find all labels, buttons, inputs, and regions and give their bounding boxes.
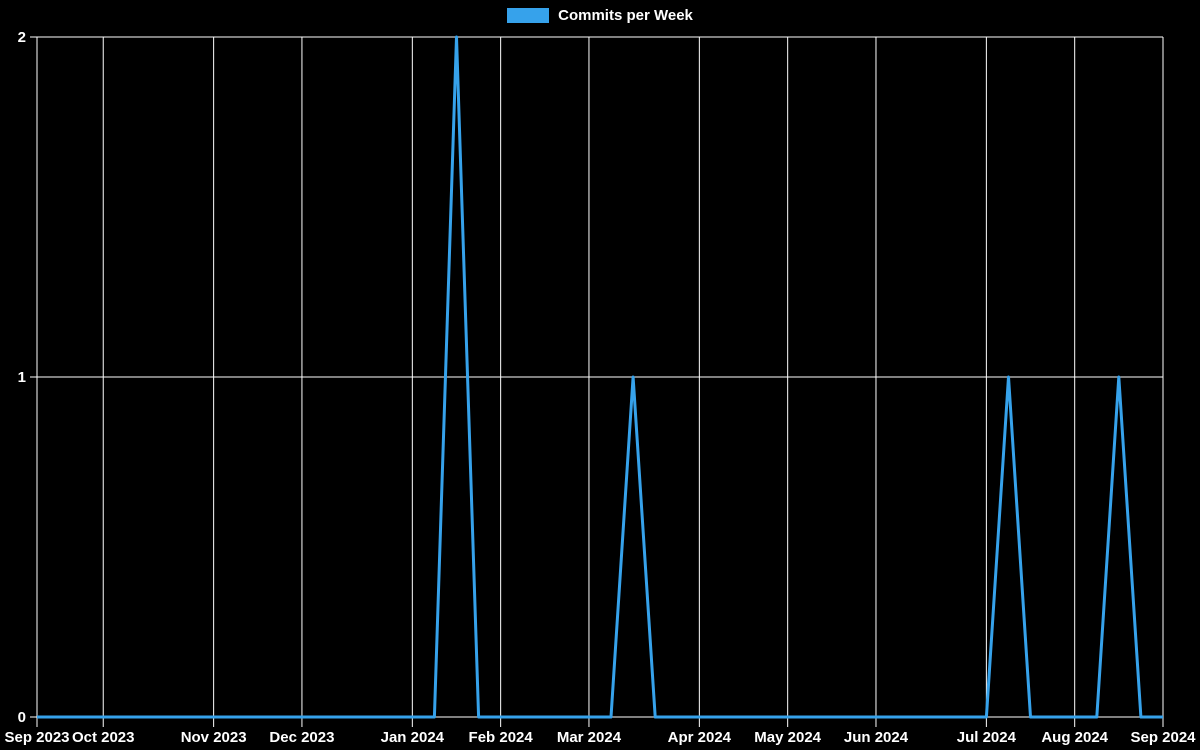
legend-swatch <box>507 8 550 23</box>
series-line-commits-per-week <box>37 35 1163 719</box>
x-axis-tick-label: Sep 2024 <box>1130 729 1196 746</box>
x-axis-tick-label: Jun 2024 <box>844 729 909 746</box>
x-axis-tick-label: May 2024 <box>754 729 821 746</box>
x-axis-tick-label: Sep 2023 <box>4 729 69 746</box>
x-axis-tick-label: Dec 2023 <box>269 729 334 746</box>
x-axis-tick-label: Oct 2023 <box>72 729 135 746</box>
chart-legend: Commits per Week <box>0 8 1200 23</box>
y-axis-tick-label: 2 <box>18 29 26 46</box>
y-axis-tick-label: 0 <box>18 709 26 726</box>
x-axis-tick-label: Feb 2024 <box>469 729 534 746</box>
legend-item-commits[interactable]: Commits per Week <box>507 8 693 23</box>
x-axis-tick-label: Aug 2024 <box>1041 729 1108 746</box>
x-axis-tick-label: Jul 2024 <box>957 729 1017 746</box>
x-axis-tick-label: Nov 2023 <box>181 729 247 746</box>
x-axis-tick-label: Mar 2024 <box>557 729 622 746</box>
legend-label: Commits per Week <box>558 7 693 24</box>
x-axis-tick-label: Apr 2024 <box>668 729 732 746</box>
x-axis-tick-label: Jan 2024 <box>381 729 445 746</box>
y-axis-tick-label: 1 <box>18 369 26 386</box>
